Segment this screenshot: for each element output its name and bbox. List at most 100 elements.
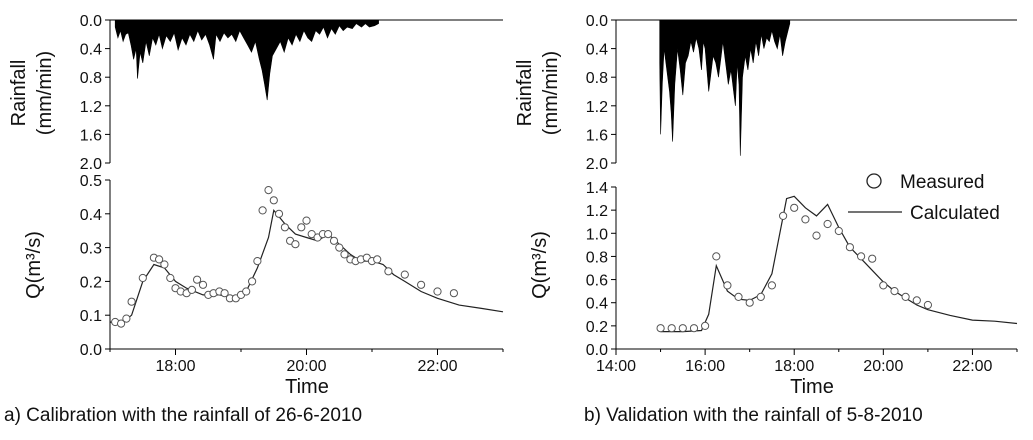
panel-a-flow-chart: 0.0 0.1 0.2 0.3 0.4 0.5 18:00 20:00 22:00 Q(m³/s… [23,173,504,398]
panel-a-flow-marks [109,186,504,328]
measured-point [122,314,131,323]
flow-ytick-label: 0.6 [586,273,608,290]
flow-xtick-label: 18:00 [155,358,195,375]
panel-b-rainfall-unit-label: (mm/min) [540,51,562,135]
measured-point [280,223,289,232]
panel-b-validation: 0.0 0.4 0.8 1.2 1.6 2.0 Rainfall (mm/min) 0.0… [514,13,1018,426]
measured-point [274,209,284,218]
flow-ytick-label: 1.2 [586,203,608,220]
panel-a-rainfall-ylabel: Rainfall [8,60,30,127]
rainfall-ytick-label: 2.0 [586,156,608,173]
flow-ytick-label: 0.2 [80,274,102,291]
measured-point [269,196,278,205]
panel-a-rainfall-axes: 0.0 0.4 0.8 1.2 1.6 2.0 [80,13,503,173]
measured-point [117,319,126,328]
panel-b-rainfall-axes: 0.0 0.4 0.8 1.2 1.6 2.0 [586,13,1017,173]
flow-xtick-label: 14:00 [596,358,636,375]
panel-b-rainfall-chart: 0.0 0.4 0.8 1.2 1.6 2.0 Rainfall (mm/min) [514,13,1017,173]
flow-ytick-label: 0.3 [80,241,102,258]
measured-point [901,292,910,301]
panel-b-rainfall-ylabel: Rainfall [514,60,536,127]
panel-b-flow-xlabel: Time [790,376,834,398]
measured-point [400,270,409,279]
measured-point [166,273,175,283]
rainfall-ytick-label: 0.4 [80,42,102,59]
measured-point [812,231,821,240]
measured-point [329,236,339,245]
measured-point [324,230,333,239]
measured-point [258,206,267,215]
measured-point [127,297,136,306]
rainfall-ytick-label: 1.6 [586,127,608,144]
rainfall-hyetograph [114,19,379,101]
panel-b-caption: b) Validation with the rainfall of 5-8-2… [584,405,923,426]
measured-point [242,287,251,296]
measured-point [302,216,311,225]
panel-a-flow-xlabel: Time [285,376,329,398]
measured-point [373,255,382,264]
measured-point [689,324,699,333]
calculated-discharge-line [660,195,1018,333]
measured-point [138,273,147,283]
measured-point [253,257,262,266]
measured-point [857,252,866,261]
measured-point [667,324,676,333]
flow-xtick-label: 18:00 [774,358,814,375]
rainfall-ytick-label: 1.6 [80,127,102,144]
flow-xtick-label: 20:00 [286,358,326,375]
measured-point [193,275,202,284]
measured-point [198,280,208,289]
panel-a-flow-axes: 0.0 0.1 0.2 0.3 0.4 0.5 18:00 20:00 22:00 [80,173,504,375]
measured-point [923,300,933,310]
measured-point [712,252,721,261]
flow-ytick-label: 0.4 [80,207,102,224]
rainfall-ytick-label: 0.4 [586,42,608,59]
measured-point [745,298,754,307]
flow-xtick-label: 22:00 [952,358,992,375]
measured-point [340,250,349,259]
measured-point [248,277,257,286]
rainfall-ytick-label: 1.2 [80,99,102,116]
measured-point [297,223,306,232]
measured-point [868,254,877,263]
measured-point [834,226,843,236]
legend-calculated-label: Calculated [910,203,1000,224]
measured-point [449,289,458,298]
measured-point [433,287,442,296]
flow-ytick-label: 0.8 [586,249,608,266]
legend: Measured Calculated [848,172,1000,224]
panel-b-flow-chart: 0.0 0.2 0.4 0.6 0.8 1.0 1.2 1.4 14:00 16:00 18:00 2… [529,180,1018,398]
rainfall-ytick-label: 0.8 [80,70,102,87]
measured-point [220,289,229,298]
measured-point [384,267,393,276]
measured-point [264,186,273,195]
panel-b-rainfall-bars [659,19,791,156]
measured-point [767,281,777,290]
calculated-discharge-line [109,209,504,325]
measured-point [734,292,743,301]
panel-a-calibration: 0.0 0.4 0.8 1.2 1.6 2.0 Rainfall (mm/min) 0.0… [4,13,504,426]
panel-a-rainfall-bars [114,19,379,101]
flow-ytick-label: 0.5 [80,173,102,190]
measured-point [155,255,164,264]
measured-point [417,280,426,289]
measured-point [701,321,710,330]
flow-xtick-label: 22:00 [417,358,457,375]
measured-point [890,287,899,296]
measured-point [790,203,799,212]
measured-point [307,230,316,239]
measured-point [823,219,832,229]
rainfall-ytick-label: 0.0 [80,13,102,30]
flow-ytick-label: 1.4 [586,180,608,197]
measured-point [756,292,765,301]
flow-ytick-label: 0.4 [586,296,608,313]
measured-point [779,211,788,220]
legend-measured-label: Measured [900,172,985,193]
flow-ytick-label: 0.0 [80,342,102,359]
rainfall-ytick-label: 0.8 [586,70,608,87]
flow-ytick-label: 1.0 [586,226,608,243]
flow-ytick-label: 0.0 [586,342,608,359]
panel-a-flow-ylabel: Q(m³/s) [23,231,45,299]
measured-point [335,243,344,252]
